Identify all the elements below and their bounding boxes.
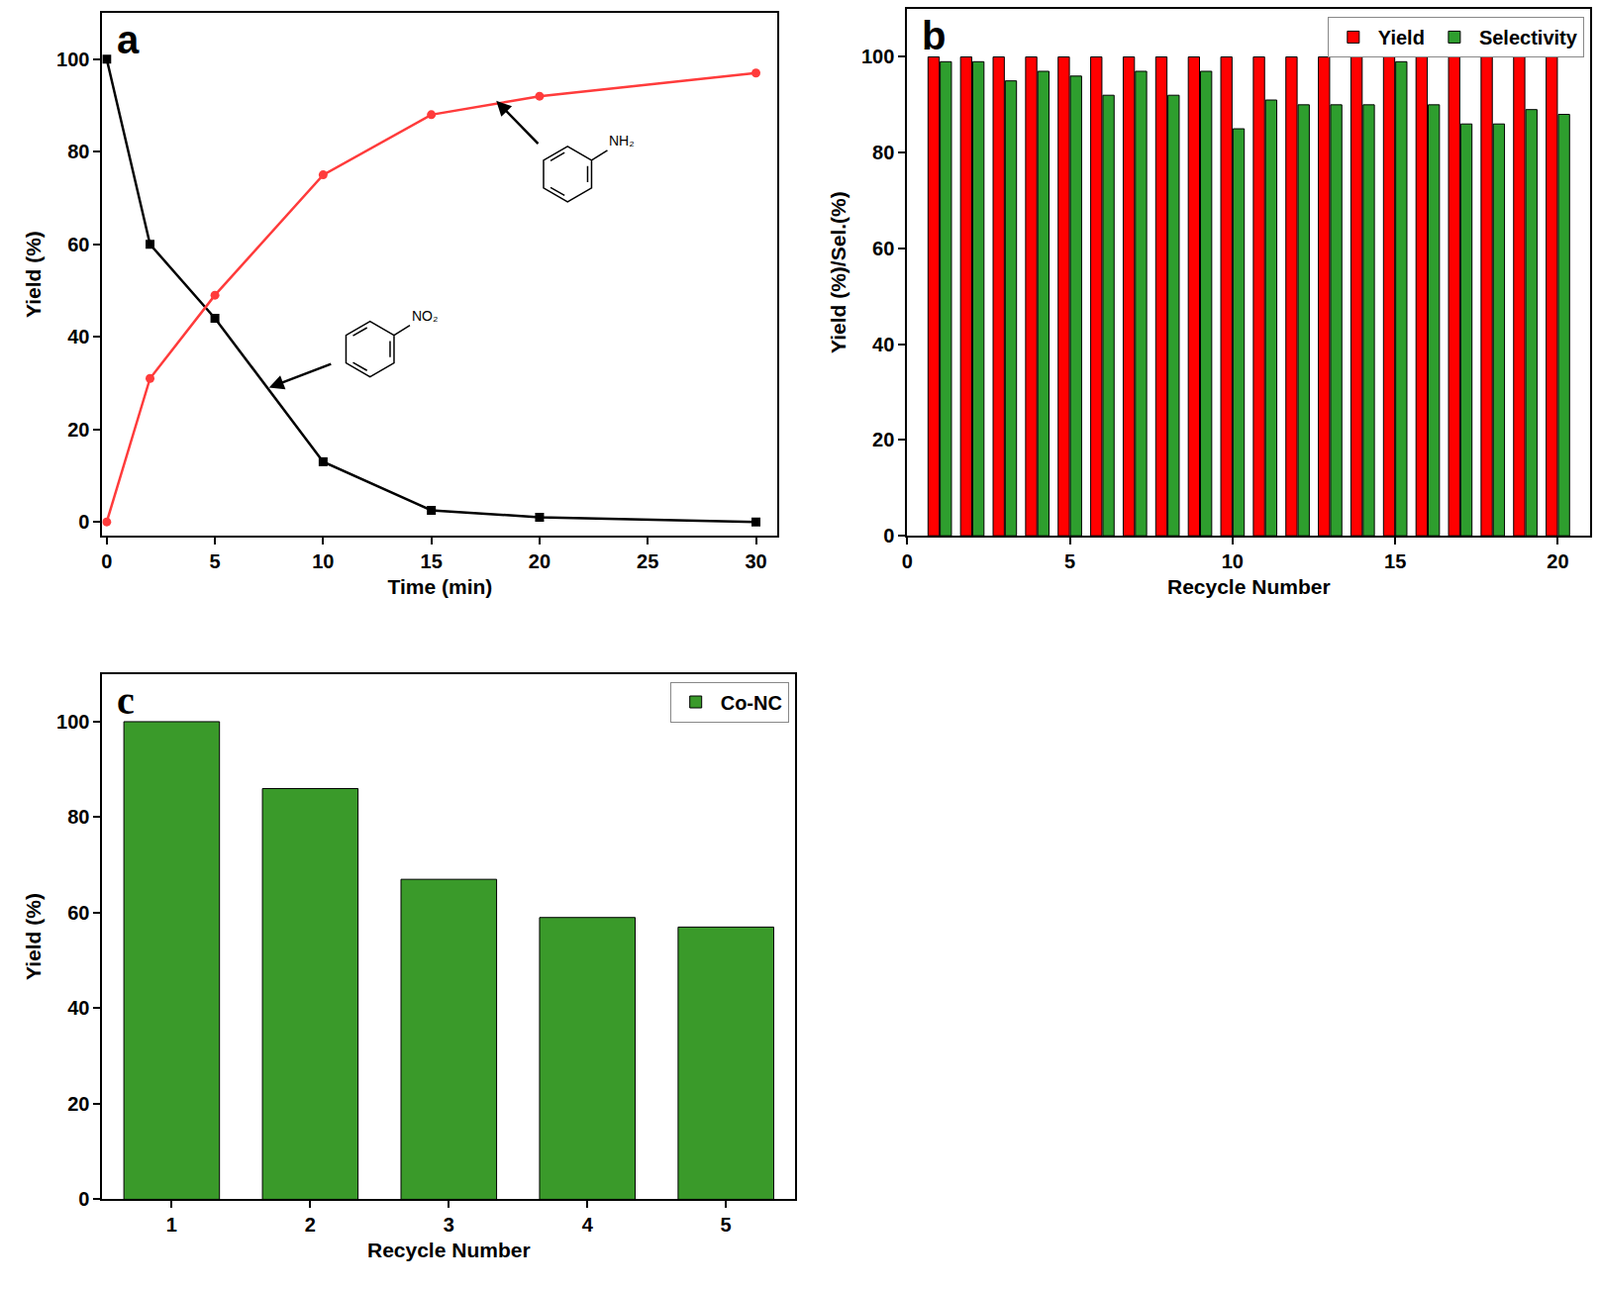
svg-text:3: 3 — [443, 1213, 455, 1236]
svg-text:20: 20 — [872, 428, 895, 451]
svg-text:NH₂: NH₂ — [608, 132, 635, 149]
svg-text:5: 5 — [209, 550, 221, 573]
svg-text:20: 20 — [67, 1093, 90, 1115]
svg-text:25: 25 — [636, 550, 659, 573]
svg-text:5: 5 — [1064, 550, 1076, 573]
svg-text:15: 15 — [1384, 550, 1406, 573]
svg-text:10: 10 — [1221, 550, 1244, 573]
svg-text:80: 80 — [67, 805, 90, 828]
svg-text:Yield: Yield — [1378, 26, 1425, 49]
svg-text:4: 4 — [582, 1213, 595, 1236]
svg-text:60: 60 — [67, 901, 90, 924]
svg-text:Yield (%)/Sel.(%): Yield (%)/Sel.(%) — [826, 191, 850, 354]
svg-text:100: 100 — [861, 45, 895, 68]
svg-text:60: 60 — [67, 233, 90, 256]
svg-text:0: 0 — [883, 524, 895, 547]
svg-text:b: b — [921, 13, 946, 58]
svg-text:Recycle Number: Recycle Number — [1167, 575, 1331, 599]
svg-text:Co-NC: Co-NC — [720, 692, 783, 714]
svg-text:0: 0 — [78, 510, 90, 533]
svg-text:Selectivity: Selectivity — [1479, 26, 1579, 49]
svg-text:20: 20 — [1546, 550, 1569, 573]
svg-text:Yield (%): Yield (%) — [21, 893, 45, 981]
svg-text:80: 80 — [872, 141, 895, 164]
svg-text:40: 40 — [872, 333, 895, 356]
svg-text:0: 0 — [78, 1188, 90, 1210]
svg-text:100: 100 — [56, 710, 90, 733]
svg-text:Recycle Number: Recycle Number — [367, 1238, 531, 1262]
svg-text:2: 2 — [304, 1213, 316, 1236]
svg-text:5: 5 — [720, 1213, 732, 1236]
svg-text:10: 10 — [311, 550, 334, 573]
svg-text:Yield (%): Yield (%) — [21, 230, 45, 318]
svg-text:0: 0 — [901, 550, 913, 573]
svg-text:80: 80 — [67, 140, 90, 163]
svg-text:c: c — [116, 678, 135, 723]
svg-text:20: 20 — [67, 418, 90, 441]
svg-text:20: 20 — [528, 550, 551, 573]
svg-text:100: 100 — [56, 48, 90, 71]
svg-text:Time (min): Time (min) — [388, 575, 494, 599]
svg-text:0: 0 — [100, 550, 112, 573]
svg-text:15: 15 — [420, 550, 443, 573]
svg-text:30: 30 — [744, 550, 767, 573]
svg-text:40: 40 — [67, 325, 90, 348]
svg-text:40: 40 — [67, 997, 90, 1019]
svg-text:60: 60 — [872, 237, 895, 260]
svg-text:1: 1 — [166, 1213, 178, 1236]
svg-text:NO₂: NO₂ — [411, 307, 438, 324]
svg-text:a: a — [116, 17, 140, 62]
